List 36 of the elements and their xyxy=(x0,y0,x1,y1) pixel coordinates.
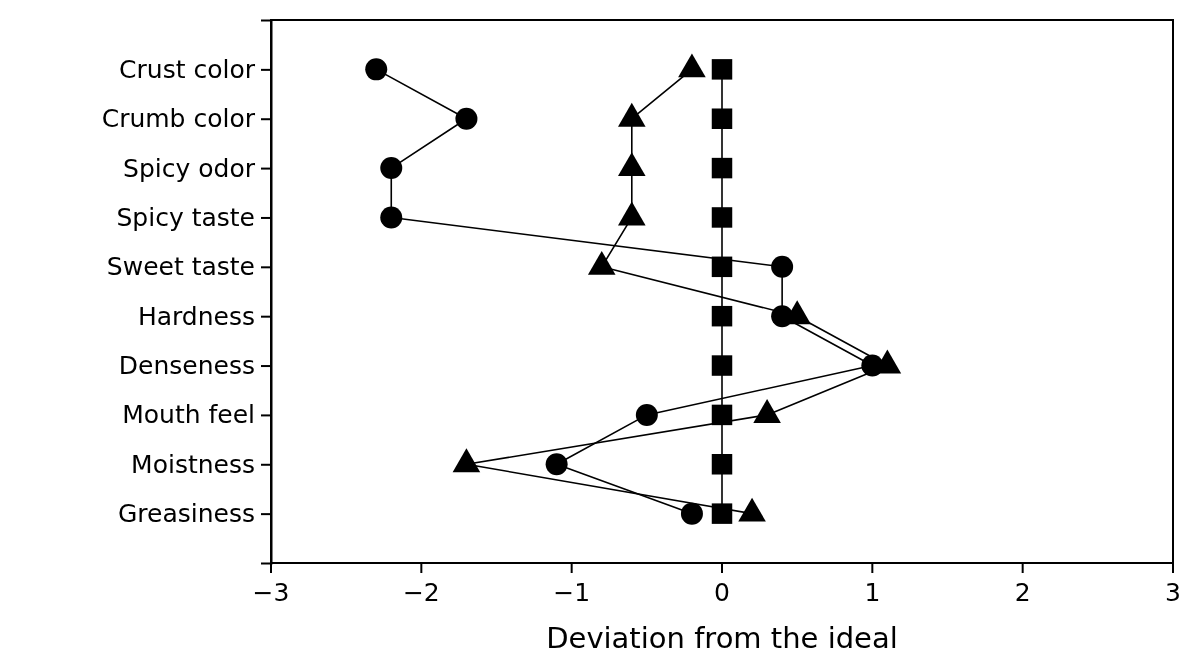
x-tick-label: 0 xyxy=(714,578,730,607)
point xyxy=(711,355,733,376)
y-tick-label: Moistness xyxy=(131,449,255,479)
point xyxy=(455,107,478,130)
x-tick-label: −2 xyxy=(402,578,440,607)
point xyxy=(365,58,388,81)
y-tick-label: Hardness xyxy=(137,301,255,331)
y-tick-label: Crumb color xyxy=(101,104,256,134)
x-tick-label: 3 xyxy=(1165,578,1181,607)
y-tick-label: Crust color xyxy=(119,54,256,84)
y-tick-label: Mouth feel xyxy=(122,400,255,430)
point xyxy=(711,157,733,179)
point xyxy=(545,453,568,476)
point xyxy=(711,59,733,80)
y-tick-label: Denseness xyxy=(118,351,255,381)
point xyxy=(680,502,703,525)
x-tick-label: −3 xyxy=(252,578,290,607)
point xyxy=(711,503,733,524)
point xyxy=(771,255,794,278)
y-tick-label: Greasiness xyxy=(117,499,255,529)
point xyxy=(711,256,733,278)
y-tick-label: Spicy odor xyxy=(123,153,256,183)
point xyxy=(711,305,733,327)
x-tick-label: 1 xyxy=(864,578,881,607)
x-tick-label: −1 xyxy=(553,578,591,607)
point xyxy=(635,403,658,426)
point xyxy=(711,108,733,129)
y-tick-label: Spicy taste xyxy=(116,202,255,232)
point xyxy=(711,207,733,228)
y-tick-label: Sweet taste xyxy=(106,252,255,282)
point xyxy=(711,454,733,475)
x-tick-label: 2 xyxy=(1014,578,1031,607)
point xyxy=(711,404,733,426)
point xyxy=(380,206,403,229)
x-axis-title: Deviation from the ideal xyxy=(546,621,898,655)
point xyxy=(380,157,403,180)
